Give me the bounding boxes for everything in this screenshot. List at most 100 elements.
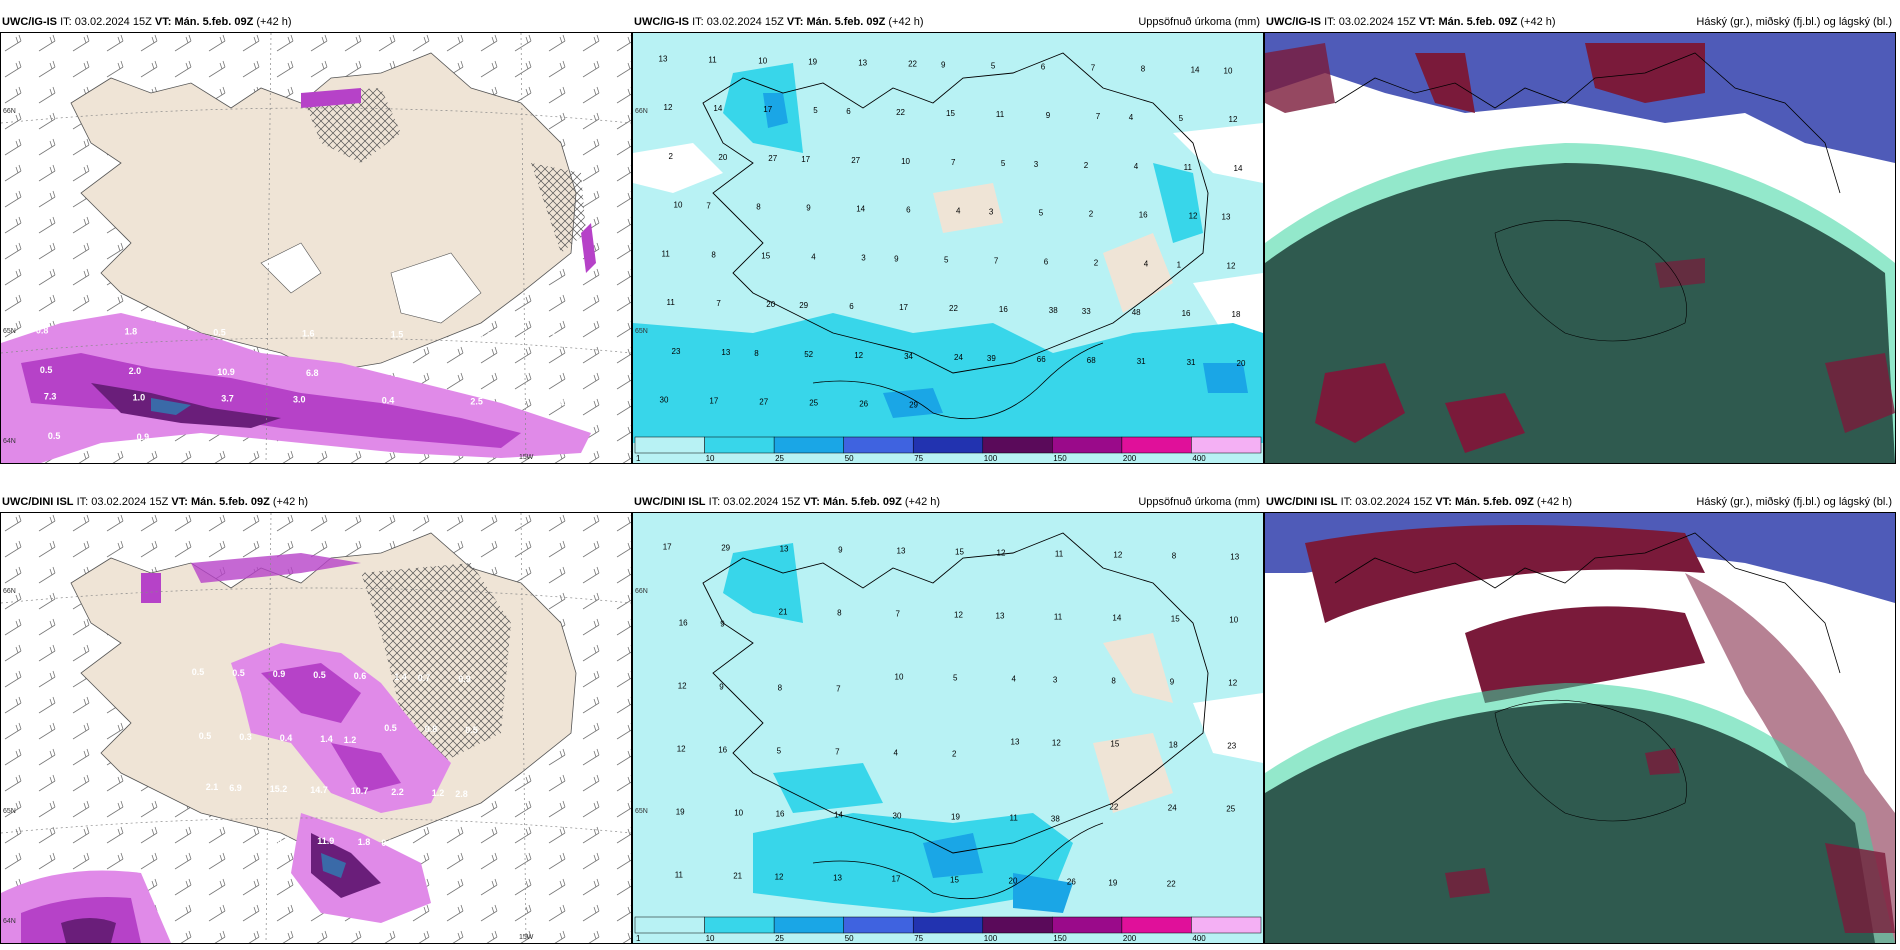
value-label: 2 xyxy=(669,152,674,161)
colorbar-label: 100 xyxy=(984,934,998,943)
colorbar-label: 10 xyxy=(706,454,715,463)
panel-row1-cloud: UWC/IG-IS IT: 03.02.2024 15Z VT: Mán. 5.… xyxy=(1264,12,1896,464)
run-label: IT: xyxy=(76,496,89,508)
model-name: UWC/DINI ISL xyxy=(1266,496,1338,508)
value-label: 13 xyxy=(1011,738,1020,747)
value-label: 0.5 xyxy=(381,838,394,848)
colorbar-label: 75 xyxy=(914,454,923,463)
lat-tick: 65N xyxy=(3,328,16,335)
value-label: 3.0 xyxy=(293,394,306,404)
value-label: 12 xyxy=(664,103,673,112)
value-label: 8 xyxy=(778,684,783,693)
lat-tick: 66N xyxy=(635,108,648,115)
value-label: 2 xyxy=(952,750,957,759)
lead-time: (+42 h) xyxy=(1536,496,1573,508)
panel-row2-wind: UWC/DINI ISL IT: 03.02.2024 15Z VT: Mán.… xyxy=(0,492,632,944)
model-name: UWC/IG-IS xyxy=(2,16,57,28)
colorbar-label: 75 xyxy=(914,934,923,943)
value-label: 11 xyxy=(1054,613,1063,622)
value-label: 9 xyxy=(838,546,843,555)
value-label: 10 xyxy=(1224,66,1233,75)
value-label: 9 xyxy=(1170,678,1175,687)
colorbar-swatch xyxy=(1191,436,1262,454)
value-label: 14 xyxy=(1234,164,1243,173)
value-label: 22 xyxy=(908,59,917,68)
value-label: 2 xyxy=(1089,210,1094,219)
value-label: 0.4 xyxy=(382,395,395,405)
value-label: 1.6 xyxy=(302,328,315,338)
value-label: 22 xyxy=(896,108,905,117)
value-label: 7 xyxy=(896,610,901,619)
lon-tick: 15W xyxy=(519,934,534,941)
value-label: 12 xyxy=(997,549,1006,558)
value-label: 15 xyxy=(1171,615,1180,624)
value-label: 29 xyxy=(909,401,918,410)
value-label: 66 xyxy=(1037,355,1046,364)
value-label: 9 xyxy=(720,620,725,629)
value-label: 33 xyxy=(1082,307,1091,316)
value-label: 48 xyxy=(1132,308,1141,317)
value-label: 1.2 xyxy=(432,788,445,798)
value-label: 17 xyxy=(663,543,672,552)
value-label: 12 xyxy=(1113,551,1122,560)
value-label: 34 xyxy=(904,352,913,361)
value-label: 13 xyxy=(1222,213,1231,222)
run-label: IT: xyxy=(1340,496,1353,508)
model-name: UWC/IG-IS xyxy=(1266,16,1321,28)
value-label: 1.4 xyxy=(394,672,407,682)
panel-header: UWC/DINI ISL IT: 03.02.2024 15Z VT: Mán.… xyxy=(632,492,1264,512)
value-label: 4 xyxy=(894,749,899,758)
lead-time: (+42 h) xyxy=(1520,16,1556,28)
value-label: 25 xyxy=(1226,805,1235,814)
precip-colorbar: 1 10 25 50 75 100 150 200 400 xyxy=(634,436,1262,463)
value-label: 23 xyxy=(672,347,681,356)
value-label: 1.8 xyxy=(358,837,371,847)
value-label: 24 xyxy=(1168,804,1177,813)
panel-header: UWC/IG-IS IT: 03.02.2024 15Z VT: Mán. 5.… xyxy=(0,12,632,32)
value-label: 0.5 xyxy=(40,365,53,375)
value-label: 16 xyxy=(1139,211,1148,220)
run-label: IT: xyxy=(60,16,72,28)
value-label: 7.0 xyxy=(555,358,568,368)
value-label: 39 xyxy=(987,354,996,363)
colorbar-swatch xyxy=(1052,916,1123,934)
value-label: 22 xyxy=(1109,803,1118,812)
value-label: 27 xyxy=(851,156,860,165)
value-label: 5 xyxy=(1039,209,1044,218)
value-label: 10.7 xyxy=(351,786,369,796)
colorbar-swatch xyxy=(912,916,984,934)
value-label: 10 xyxy=(734,809,743,818)
colorbar-label: 1 xyxy=(636,454,641,463)
value-label: 10 xyxy=(901,157,910,166)
value-label: 0.5 xyxy=(465,725,478,735)
value-label: 13 xyxy=(721,348,730,357)
value-label: 20 xyxy=(1009,877,1018,886)
value-label: 10 xyxy=(758,56,767,65)
value-label: 4 xyxy=(1134,162,1139,171)
value-label: 26 xyxy=(1067,878,1076,887)
value-label: 3 xyxy=(989,208,994,217)
value-label: 9 xyxy=(894,254,899,263)
colorbar-label: 100 xyxy=(984,454,998,463)
value-label: 26 xyxy=(859,400,868,409)
value-label: 31 xyxy=(1137,357,1146,366)
value-label: 5 xyxy=(1179,114,1184,123)
value-label: 13 xyxy=(833,874,842,883)
value-label: 19 xyxy=(676,808,685,817)
value-label: 22 xyxy=(1167,880,1176,889)
value-label: 2.2 xyxy=(391,787,404,797)
value-label: 11 xyxy=(662,249,671,258)
value-label: 11 xyxy=(996,110,1005,119)
value-label: 19 xyxy=(808,57,817,66)
value-label: 31 xyxy=(1187,358,1196,367)
colorbar-swatch xyxy=(982,916,1053,934)
value-label: 0.5 xyxy=(48,431,61,441)
value-label: 8 xyxy=(837,609,842,618)
value-label: 12 xyxy=(1227,261,1236,270)
vt-label: VT: xyxy=(786,16,804,28)
value-label: 7 xyxy=(994,256,999,265)
colorbar-label: 50 xyxy=(845,934,854,943)
vt-label: VT: xyxy=(1435,496,1452,508)
colorbar-swatch xyxy=(1121,436,1192,454)
value-label: 0.9 xyxy=(466,370,479,380)
